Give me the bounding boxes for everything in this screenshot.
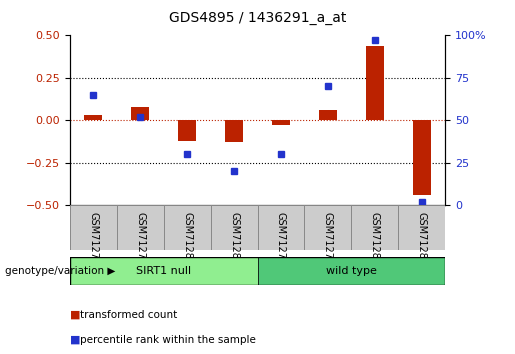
Bar	[164, 205, 211, 250]
Bar	[319, 110, 337, 120]
Bar	[70, 257, 258, 285]
Text: GSM712799: GSM712799	[323, 212, 333, 271]
Bar	[258, 257, 445, 285]
Bar	[116, 205, 164, 250]
Bar	[271, 120, 290, 125]
Text: GSM712803: GSM712803	[417, 212, 427, 271]
Bar	[70, 205, 116, 250]
Text: GSM712801: GSM712801	[370, 212, 380, 271]
Text: GSM712802: GSM712802	[229, 212, 239, 271]
Bar	[399, 205, 445, 250]
Text: transformed count: transformed count	[80, 310, 177, 320]
Bar	[131, 107, 149, 120]
Bar	[352, 205, 399, 250]
Text: genotype/variation ▶: genotype/variation ▶	[5, 266, 115, 276]
Text: ■: ■	[70, 335, 80, 345]
Bar	[178, 120, 196, 141]
Bar	[258, 205, 304, 250]
Text: GSM712797: GSM712797	[276, 212, 286, 271]
Bar	[83, 115, 102, 120]
Text: wild type: wild type	[326, 266, 377, 276]
Bar	[413, 120, 432, 195]
Text: ■: ■	[70, 310, 80, 320]
Text: GDS4895 / 1436291_a_at: GDS4895 / 1436291_a_at	[169, 11, 346, 25]
Text: percentile rank within the sample: percentile rank within the sample	[80, 335, 256, 345]
Bar	[211, 205, 258, 250]
Text: GSM712769: GSM712769	[88, 212, 98, 271]
Bar	[366, 46, 384, 120]
Text: GSM712798: GSM712798	[135, 212, 145, 271]
Bar	[225, 120, 244, 142]
Text: SIRT1 null: SIRT1 null	[136, 266, 191, 276]
Text: GSM712800: GSM712800	[182, 212, 192, 271]
Bar	[304, 205, 352, 250]
